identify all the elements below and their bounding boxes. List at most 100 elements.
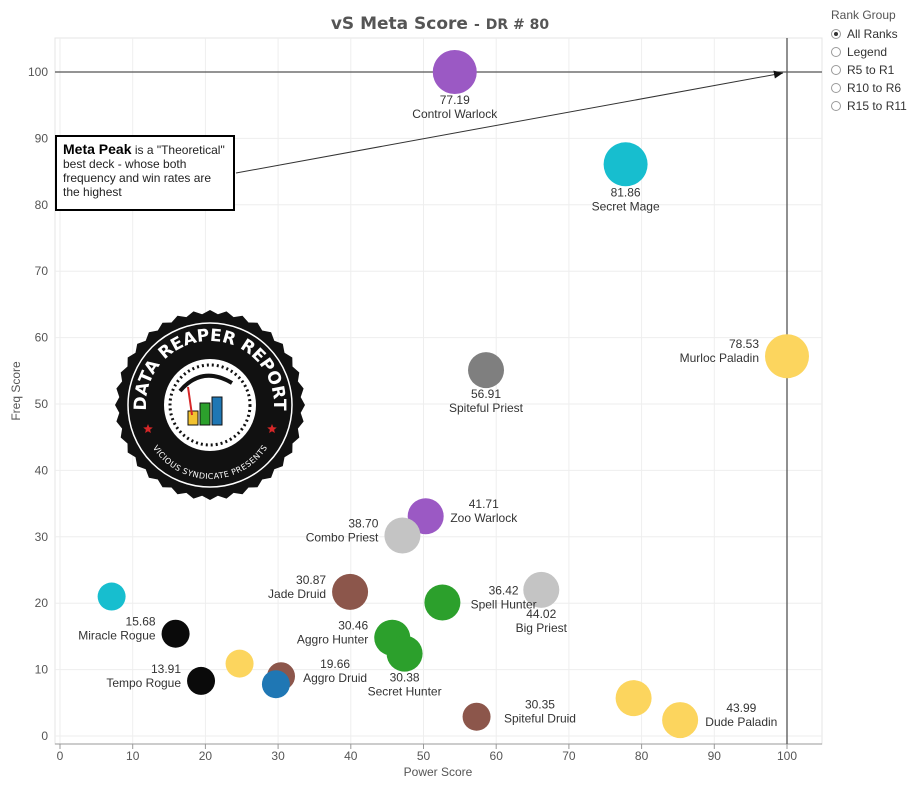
tick-labels: 0 10 20 30 40 50 60 70 80 90 100 0 10 20 30 40 50 60 70 80 9… <box>28 65 797 763</box>
point-score-label: 56.91 <box>471 387 501 401</box>
point-score-label: 38.70 <box>348 516 378 530</box>
data-point[interactable] <box>225 649 254 678</box>
data-point[interactable] <box>523 571 560 608</box>
data-point[interactable] <box>462 702 491 731</box>
radio-button[interactable] <box>831 101 841 111</box>
x-tick-label: 40 <box>344 749 358 763</box>
y-tick-label: 90 <box>35 131 49 145</box>
x-tick-label: 10 <box>126 749 140 763</box>
point-score-label: 78.53 <box>729 337 759 351</box>
point-name-label: Spiteful Priest <box>449 401 524 415</box>
svg-text:vS Meta Score-DR # 80: vS Meta Score - DR # 80 <box>331 14 550 34</box>
x-tick-label: 20 <box>199 749 213 763</box>
rank-group-title: Rank Group <box>831 8 896 22</box>
rank-group-options: All Ranks Legend R5 to R1 R10 to R6 R15 to R… <box>831 25 907 115</box>
logo-bar <box>199 402 211 426</box>
data-point[interactable] <box>662 702 699 739</box>
data-point[interactable] <box>468 352 505 389</box>
rank-group-filter: Rank Group All Ranks Legend R5 to R1 R10 to… <box>831 8 907 115</box>
chart-title: vS Meta Score - DR # 80 <box>331 14 550 34</box>
data-point[interactable] <box>386 635 423 672</box>
data-point[interactable] <box>384 517 421 554</box>
annotation-text: is a "Theoretical" best deck - whose bot… <box>63 143 225 199</box>
rank-option-label: R10 to R6 <box>847 81 902 95</box>
point-name-label: Miracle Rogue <box>78 629 156 643</box>
point-score-label: 44.02 <box>526 607 556 621</box>
x-tick-label: 70 <box>562 749 576 763</box>
logo-star-icon <box>267 424 277 433</box>
y-tick-label: 10 <box>35 663 49 677</box>
data-point[interactable] <box>615 680 652 717</box>
chart-subtitle: DR # 80 <box>486 17 550 33</box>
rank-option-r5-to-r1[interactable]: R5 to R1 <box>831 61 907 79</box>
x-tick-label: 100 <box>777 749 797 763</box>
radio-button[interactable] <box>831 47 841 57</box>
point-score-label: 30.38 <box>390 671 420 685</box>
x-tick-label: 90 <box>708 749 722 763</box>
point-score-label: 77.19 <box>440 93 470 107</box>
x-tick-label: 50 <box>417 749 431 763</box>
point-score-label: 19.66 <box>320 657 350 671</box>
data-point[interactable] <box>161 619 190 648</box>
y-tick-label: 80 <box>35 198 49 212</box>
rank-option-label: R5 to R1 <box>847 63 895 77</box>
axes <box>55 743 822 749</box>
point-name-label: Secret Hunter <box>368 685 442 699</box>
point-score-label: 15.68 <box>126 615 156 629</box>
data-point[interactable] <box>424 584 461 621</box>
point-score-label: 36.42 <box>489 584 519 598</box>
point-name-label: Spiteful Druid <box>504 712 576 726</box>
data-point[interactable] <box>261 670 290 699</box>
rank-option-label: All Ranks <box>847 27 898 41</box>
point-score-label: 43.99 <box>726 701 756 715</box>
data-point[interactable] <box>187 666 216 695</box>
point-name-label: Jade Druid <box>268 587 326 601</box>
point-name-label: Big Priest <box>516 621 568 635</box>
arrow-line <box>235 72 784 174</box>
data-point[interactable] <box>332 573 369 610</box>
rank-option-r15-to-r11[interactable]: R15 to R11 <box>831 97 907 115</box>
data-point[interactable] <box>765 334 809 379</box>
data-point[interactable] <box>603 142 648 187</box>
rank-option-label: Legend <box>847 45 888 59</box>
point-name-label: Tempo Rogue <box>106 676 181 690</box>
logo-trend-icon <box>187 386 193 416</box>
y-axis-title: Freq Score <box>9 361 23 421</box>
meta-peak-arrow <box>235 70 784 174</box>
radio-button[interactable] <box>831 83 841 93</box>
logo-ring <box>127 322 293 488</box>
data-points <box>97 50 809 739</box>
logo-star-icon <box>143 424 153 433</box>
y-tick-label: 0 <box>41 729 48 743</box>
point-name-label: Spell Hunter <box>471 598 537 612</box>
logo-bar <box>211 396 223 426</box>
y-tick-label: 70 <box>35 264 49 278</box>
data-point[interactable] <box>432 50 477 94</box>
arrow-head <box>773 70 783 79</box>
radio-button[interactable] <box>831 29 841 39</box>
point-name-label: Aggro Hunter <box>297 633 368 647</box>
annotation-bold: Meta Peak <box>63 141 132 157</box>
point-name-label: Aggro Druid <box>303 671 367 685</box>
point-score-label: 41.71 <box>469 497 499 511</box>
x-tick-label: 0 <box>57 749 64 763</box>
y-tick-label: 100 <box>28 65 48 79</box>
meta-peak-annotation: Meta Peak is a "Theoretical" best deck -… <box>55 135 235 211</box>
y-tick-label: 40 <box>35 463 49 477</box>
rank-option-r10-to-r6[interactable]: R10 to R6 <box>831 79 907 97</box>
rank-option-all-ranks[interactable]: All Ranks <box>831 25 907 43</box>
rank-option-legend[interactable]: Legend <box>831 43 907 61</box>
x-tick-label: 30 <box>271 749 285 763</box>
y-tick-label: 30 <box>35 530 49 544</box>
data-point[interactable] <box>97 582 126 611</box>
point-score-label: 30.46 <box>338 619 368 633</box>
y-tick-label: 50 <box>35 397 49 411</box>
chart-title-sep: - <box>474 17 480 33</box>
radio-button[interactable] <box>831 65 841 75</box>
point-name-label: Secret Mage <box>592 199 660 213</box>
x-axis-title: Power Score <box>404 765 473 779</box>
point-name-label: Combo Priest <box>306 530 379 544</box>
point-score-label: 30.87 <box>296 573 326 587</box>
